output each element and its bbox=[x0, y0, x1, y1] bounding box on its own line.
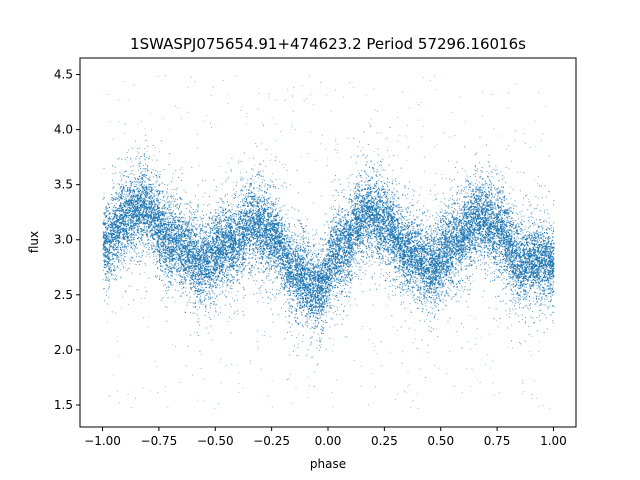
x-axis-label: phase bbox=[310, 457, 346, 471]
y-tick-label: 2.5 bbox=[54, 288, 73, 302]
x-tick-label: −1.00 bbox=[84, 434, 121, 448]
x-tick-label: 0.50 bbox=[427, 434, 454, 448]
x-tick-label: −0.50 bbox=[197, 434, 234, 448]
x-tick-label: 0.25 bbox=[371, 434, 398, 448]
y-tick-label: 2.0 bbox=[54, 343, 73, 357]
chart-title: 1SWASPJ075654.91+474623.2 Period 57296.1… bbox=[130, 35, 526, 53]
y-axis: 1.5 2.0 2.5 3.0 3.5 4.0 4.5 bbox=[54, 68, 80, 412]
data-points-core bbox=[102, 158, 555, 342]
x-tick-label: 0.75 bbox=[484, 434, 511, 448]
x-tick-label: −0.25 bbox=[253, 434, 290, 448]
y-tick-label: 3.5 bbox=[54, 178, 73, 192]
x-tick-label: −0.75 bbox=[141, 434, 178, 448]
y-tick-label: 3.0 bbox=[54, 233, 73, 247]
y-axis-label: flux bbox=[27, 231, 41, 253]
y-tick-label: 1.5 bbox=[54, 398, 73, 412]
y-tick-label: 4.0 bbox=[54, 123, 73, 137]
scatter-points bbox=[102, 75, 555, 409]
x-axis: −1.00 −0.75 −0.50 −0.25 0.00 0.25 0.50 0.75 1.00 bbox=[84, 427, 567, 448]
x-tick-label: 0.00 bbox=[315, 434, 342, 448]
x-tick-label: 1.00 bbox=[540, 434, 567, 448]
y-tick-label: 4.5 bbox=[54, 68, 73, 82]
